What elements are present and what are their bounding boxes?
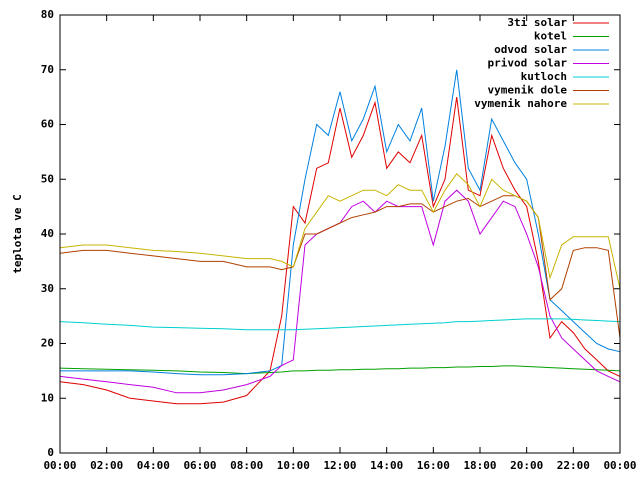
series-line <box>59 97 621 405</box>
x-tick-label: 10:00 <box>277 459 310 472</box>
x-tick-label: 04:00 <box>137 459 170 472</box>
legend-label: odvod solar <box>494 43 567 56</box>
series-line <box>59 365 621 375</box>
y-tick-label: 30 <box>41 282 54 295</box>
x-tick-label: 00:00 <box>603 459 636 472</box>
legend-label: 3ti solar <box>507 16 567 29</box>
series-line <box>60 69 621 376</box>
series-line <box>59 173 621 289</box>
y-tick-label: 40 <box>41 227 54 240</box>
legend-label: vymenik nahore <box>474 97 567 110</box>
legend-label: kotel <box>534 30 567 43</box>
y-tick-label: 80 <box>41 8 54 21</box>
x-tick-label: 16:00 <box>417 459 450 472</box>
x-tick-label: 00:00 <box>43 459 76 472</box>
series-line <box>59 318 621 331</box>
x-tick-label: 14:00 <box>370 459 403 472</box>
y-tick-label: 20 <box>41 337 54 350</box>
x-tick-label: 02:00 <box>90 459 123 472</box>
y-axis-label: teplota ve C <box>11 194 24 273</box>
series-line <box>59 189 621 394</box>
plot-border <box>59 14 621 454</box>
series-line <box>59 195 621 339</box>
x-tick-label: 22:00 <box>557 459 590 472</box>
y-tick-label: 60 <box>41 118 54 131</box>
x-tick-label: 08:00 <box>230 459 263 472</box>
y-tick-label: 0 <box>47 446 54 459</box>
legend-label: kutloch <box>521 70 567 83</box>
y-tick-label: 10 <box>41 391 54 404</box>
y-tick-label: 50 <box>41 172 54 185</box>
x-tick-label: 20:00 <box>510 459 543 472</box>
x-tick-label: 12:00 <box>323 459 356 472</box>
legend-label: privod solar <box>488 57 568 70</box>
y-tick-label: 70 <box>41 63 54 76</box>
x-tick-label: 06:00 <box>183 459 216 472</box>
legend-label: vymenik dole <box>488 84 568 97</box>
x-tick-label: 18:00 <box>463 459 496 472</box>
